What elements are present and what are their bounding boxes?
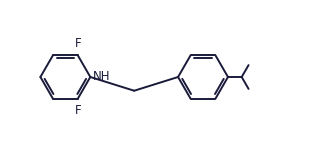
Text: F: F (75, 103, 81, 117)
Text: NH: NH (93, 71, 111, 83)
Text: F: F (75, 37, 81, 51)
